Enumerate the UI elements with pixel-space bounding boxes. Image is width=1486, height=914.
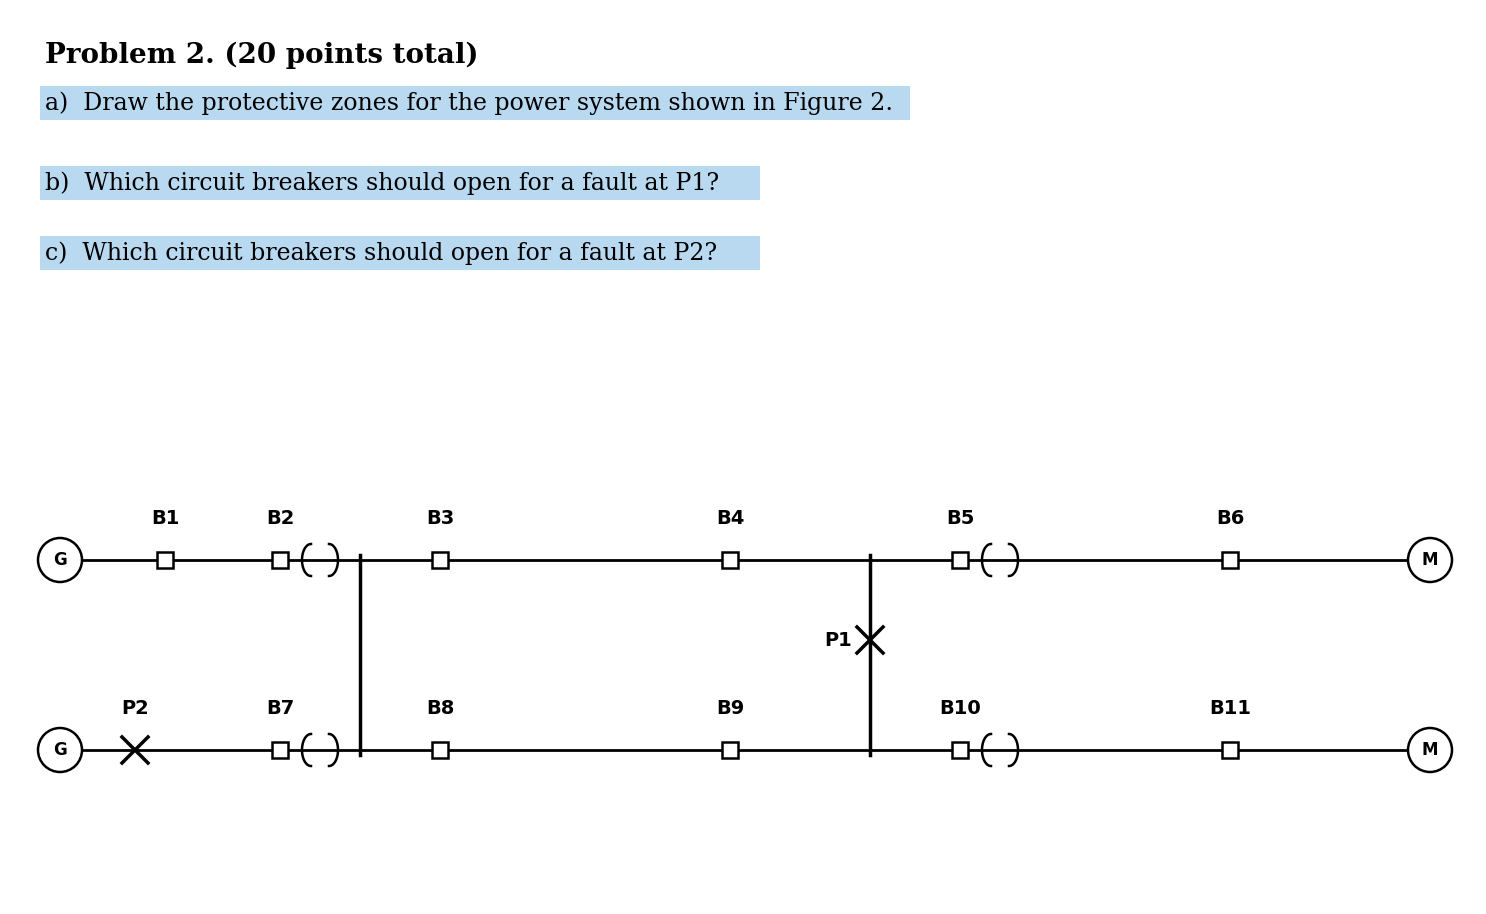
Text: B7: B7 xyxy=(266,699,294,718)
Text: B11: B11 xyxy=(1210,699,1251,718)
Text: c)  Which circuit breakers should open for a fault at P2?: c) Which circuit breakers should open fo… xyxy=(45,241,718,265)
Text: B2: B2 xyxy=(266,509,294,528)
FancyBboxPatch shape xyxy=(40,86,909,120)
FancyBboxPatch shape xyxy=(432,742,447,758)
Text: P2: P2 xyxy=(122,699,149,718)
FancyBboxPatch shape xyxy=(722,742,739,758)
Text: B1: B1 xyxy=(150,509,180,528)
Text: a)  Draw the protective zones for the power system shown in Figure 2.: a) Draw the protective zones for the pow… xyxy=(45,91,893,115)
Circle shape xyxy=(39,538,82,582)
Text: B4: B4 xyxy=(716,509,744,528)
FancyBboxPatch shape xyxy=(40,166,759,200)
Text: B10: B10 xyxy=(939,699,981,718)
Text: B3: B3 xyxy=(426,509,455,528)
Text: B6: B6 xyxy=(1216,509,1244,528)
FancyBboxPatch shape xyxy=(272,742,288,758)
Text: B9: B9 xyxy=(716,699,744,718)
FancyBboxPatch shape xyxy=(158,552,172,568)
Text: B8: B8 xyxy=(426,699,455,718)
FancyBboxPatch shape xyxy=(40,236,759,270)
FancyBboxPatch shape xyxy=(432,552,447,568)
Text: B5: B5 xyxy=(945,509,975,528)
FancyBboxPatch shape xyxy=(953,742,967,758)
FancyBboxPatch shape xyxy=(722,552,739,568)
Text: G: G xyxy=(53,741,67,759)
Text: M: M xyxy=(1422,741,1438,759)
Circle shape xyxy=(1409,538,1452,582)
Text: G: G xyxy=(53,551,67,569)
Circle shape xyxy=(1409,728,1452,772)
FancyBboxPatch shape xyxy=(953,552,967,568)
FancyBboxPatch shape xyxy=(1221,552,1238,568)
Text: P1: P1 xyxy=(825,631,851,650)
FancyBboxPatch shape xyxy=(1221,742,1238,758)
Circle shape xyxy=(39,728,82,772)
Text: b)  Which circuit breakers should open for a fault at P1?: b) Which circuit breakers should open fo… xyxy=(45,171,719,195)
Text: M: M xyxy=(1422,551,1438,569)
Text: Problem 2. (20 points total): Problem 2. (20 points total) xyxy=(45,42,478,69)
FancyBboxPatch shape xyxy=(272,552,288,568)
